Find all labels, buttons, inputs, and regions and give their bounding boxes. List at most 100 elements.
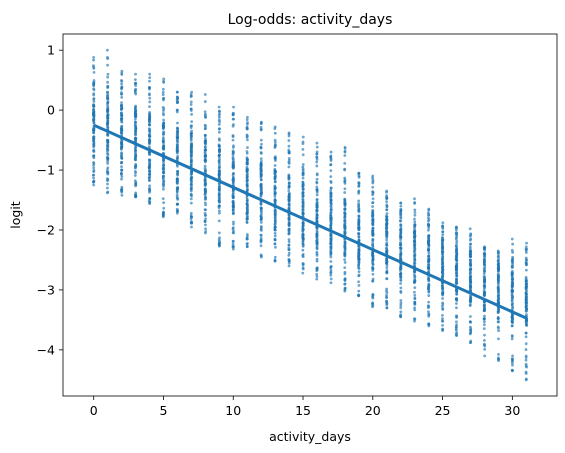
- scatter-point: [162, 201, 166, 205]
- scatter-point: [92, 129, 96, 133]
- scatter-point: [120, 69, 124, 73]
- scatter-point: [329, 237, 333, 240]
- scatter-point: [455, 320, 458, 324]
- scatter-point: [134, 92, 138, 96]
- scatter-point: [371, 209, 375, 212]
- scatter-point: [385, 249, 389, 253]
- scatter-point: [468, 267, 472, 271]
- scatter-point: [105, 168, 109, 172]
- scatter-point: [301, 148, 305, 151]
- scatter-point: [343, 201, 347, 205]
- scatter-point: [232, 144, 235, 148]
- scatter-point: [468, 341, 472, 345]
- scatter-point: [343, 154, 347, 157]
- scatter-point: [496, 262, 500, 266]
- scatter-point: [483, 342, 486, 346]
- scatter-point: [189, 173, 193, 177]
- scatter-point: [357, 189, 361, 193]
- scatter-point: [455, 277, 458, 281]
- scatter-point: [343, 254, 347, 258]
- scatter-point: [259, 228, 263, 232]
- scatter-point: [469, 242, 472, 246]
- scatter-point: [510, 369, 514, 373]
- scatter-point: [217, 192, 221, 196]
- scatter-point: [469, 274, 472, 278]
- scatter-point: [287, 261, 291, 265]
- scatter-point: [287, 134, 291, 138]
- scatter-point: [399, 253, 403, 256]
- scatter-point: [106, 141, 109, 145]
- scatter-point: [371, 214, 374, 218]
- scatter-point: [343, 249, 347, 252]
- scatter-point: [524, 372, 528, 375]
- scatter-point: [148, 135, 151, 139]
- scatter-point: [176, 140, 180, 144]
- scatter-point: [399, 315, 403, 319]
- scatter-point: [259, 255, 263, 259]
- scatter-point: [134, 191, 138, 195]
- scatter-point: [287, 195, 291, 198]
- scatter-point: [525, 309, 528, 313]
- scatter-point: [426, 216, 430, 220]
- x-axis-ticks: 0 5 10 15 20 25 30: [90, 396, 520, 418]
- scatter-point: [231, 166, 235, 170]
- scatter-point: [329, 179, 333, 183]
- scatter-point: [315, 198, 319, 202]
- scatter-point: [482, 267, 486, 271]
- scatter-point: [147, 127, 151, 131]
- scatter-point: [301, 195, 305, 199]
- scatter-point: [92, 97, 96, 101]
- scatter-point: [106, 57, 110, 60]
- scatter-point: [385, 214, 388, 218]
- scatter-point: [92, 87, 96, 91]
- scatter-point: [133, 136, 137, 140]
- scatter-point: [385, 234, 388, 238]
- scatter-point: [440, 285, 444, 289]
- scatter-point: [343, 244, 347, 248]
- scatter-point: [496, 267, 500, 271]
- scatter-point: [483, 257, 486, 261]
- scatter-point: [287, 215, 291, 219]
- scatter-point: [329, 193, 333, 197]
- scatter-point: [92, 170, 96, 173]
- scatter-point: [231, 138, 235, 142]
- scatter-point: [161, 158, 165, 162]
- scatter-point: [399, 227, 403, 231]
- scatter-point: [134, 148, 137, 152]
- scatter-point: [260, 142, 263, 146]
- scatter-point: [524, 279, 528, 283]
- scatter-point: [524, 378, 528, 382]
- scatter-point: [105, 147, 109, 151]
- scatter-point: [482, 272, 486, 276]
- scatter-point: [413, 286, 417, 290]
- scatter-point: [162, 107, 166, 111]
- scatter-point: [106, 186, 109, 190]
- scatter-points: [92, 48, 528, 382]
- scatter-point: [189, 164, 193, 168]
- scatter-point: [385, 244, 389, 247]
- scatter-point: [259, 203, 263, 206]
- scatter-point: [176, 121, 179, 125]
- scatter-point: [287, 131, 291, 135]
- scatter-point: [259, 210, 263, 214]
- scatter-point: [92, 163, 96, 167]
- scatter-point: [217, 123, 221, 126]
- scatter-point: [148, 92, 151, 96]
- scatter-point: [273, 170, 277, 174]
- scatter-point: [329, 198, 333, 201]
- scatter-point: [441, 290, 445, 294]
- scatter-point: [246, 138, 249, 142]
- scatter-point: [148, 130, 152, 133]
- scatter-point: [92, 105, 96, 108]
- scatter-point: [189, 107, 193, 111]
- scatter-point: [92, 135, 96, 138]
- scatter-point: [245, 182, 249, 186]
- scatter-point: [106, 122, 110, 125]
- scatter-point: [217, 109, 221, 113]
- scatter-point: [287, 181, 291, 185]
- scatter-point: [148, 105, 151, 109]
- scatter-point: [441, 260, 444, 264]
- scatter-point: [357, 238, 361, 242]
- scatter-point: [427, 278, 431, 282]
- scatter-point: [413, 231, 416, 234]
